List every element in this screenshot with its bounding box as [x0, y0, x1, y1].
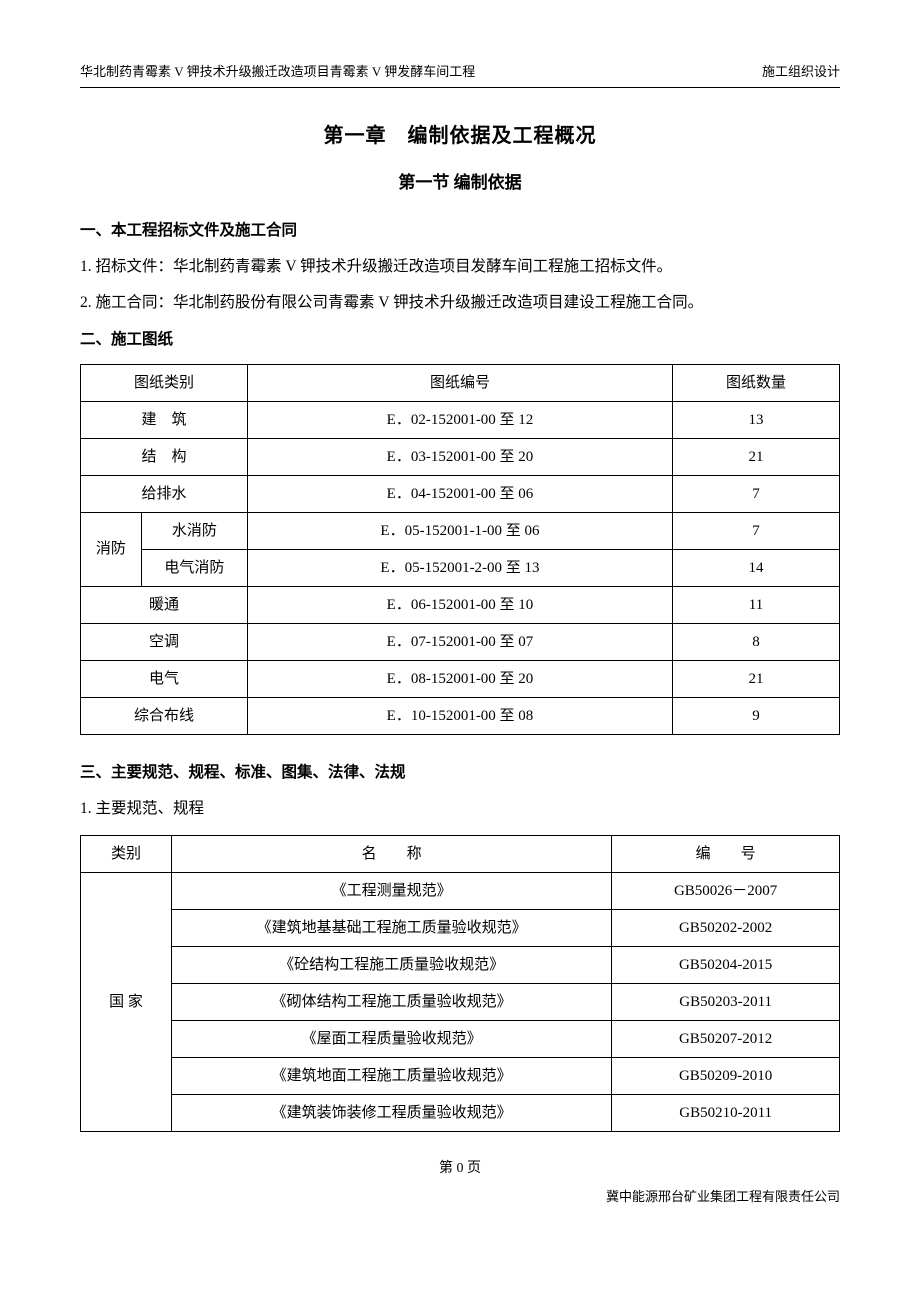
cell-category: 电气	[81, 660, 248, 697]
cell-category: 综合布线	[81, 697, 248, 734]
cell-name: 《建筑装饰装修工程质量验收规范》	[172, 1095, 612, 1132]
table-row: 建 筑 E．02-152001-00 至 12 13	[81, 401, 840, 438]
cell-name: 《建筑地面工程施工质量验收规范》	[172, 1058, 612, 1095]
cell-qty: 9	[673, 697, 840, 734]
cell-number: E．08-152001-00 至 20	[247, 660, 672, 697]
cell-code: GB50210-2011	[612, 1095, 840, 1132]
subheading-1: 一、本工程招标文件及施工合同	[80, 217, 840, 245]
th-category: 类别	[81, 836, 172, 873]
drawings-table: 图纸类别 图纸编号 图纸数量 建 筑 E．02-152001-00 至 12 1…	[80, 364, 840, 735]
cell-code: GB50204-2015	[612, 947, 840, 984]
table-row: 综合布线 E．10-152001-00 至 08 9	[81, 697, 840, 734]
table-row: 结 构 E．03-152001-00 至 20 21	[81, 438, 840, 475]
header-right-text: 施工组织设计	[762, 60, 840, 83]
cell-number: E．10-152001-00 至 08	[247, 697, 672, 734]
table-row: 电气 E．08-152001-00 至 20 21	[81, 660, 840, 697]
cell-name: 《工程测量规范》	[172, 873, 612, 910]
cell-name: 《砼结构工程施工质量验收规范》	[172, 947, 612, 984]
standards-table: 类别 名 称 编 号 国 家 《工程测量规范》 GB50026－2007 《建筑…	[80, 835, 840, 1132]
table-row: 《建筑地面工程施工质量验收规范》 GB50209-2010	[81, 1058, 840, 1095]
para-1-2: 2. 施工合同：华北制药股份有限公司青霉素 V 钾技术升级搬迁改造项目建设工程施…	[80, 287, 840, 320]
footer-page-number: 第 0 页	[80, 1156, 840, 1181]
cell-code: GB50209-2010	[612, 1058, 840, 1095]
table-header-row: 类别 名 称 编 号	[81, 836, 840, 873]
cell-name: 《屋面工程质量验收规范》	[172, 1021, 612, 1058]
cell-number: E．02-152001-00 至 12	[247, 401, 672, 438]
table-row: 消防 水消防 E．05-152001-1-00 至 06 7	[81, 512, 840, 549]
cell-category-group: 国 家	[81, 873, 172, 1132]
cell-category: 暖通	[81, 586, 248, 623]
page-header: 华北制药青霉素 V 钾技术升级搬迁改造项目青霉素 V 钾发酵车间工程 施工组织设…	[80, 60, 840, 88]
cell-code: GB50203-2011	[612, 984, 840, 1021]
para-3-1: 1. 主要规范、规程	[80, 793, 840, 826]
cell-category: 空调	[81, 623, 248, 660]
section-title: 第一节 编制依据	[80, 168, 840, 199]
th-number: 图纸编号	[247, 364, 672, 401]
cell-name: 《建筑地基基础工程施工质量验收规范》	[172, 910, 612, 947]
cell-qty: 7	[673, 512, 840, 549]
table-row: 空调 E．07-152001-00 至 07 8	[81, 623, 840, 660]
table-row: 暖通 E．06-152001-00 至 10 11	[81, 586, 840, 623]
table-row: 国 家 《工程测量规范》 GB50026－2007	[81, 873, 840, 910]
cell-qty: 8	[673, 623, 840, 660]
para-1-1: 1. 招标文件：华北制药青霉素 V 钾技术升级搬迁改造项目发酵车间工程施工招标文…	[80, 251, 840, 284]
table-row: 电气消防 E．05-152001-2-00 至 13 14	[81, 549, 840, 586]
cell-subcategory: 水消防	[141, 512, 247, 549]
table-row: 《砼结构工程施工质量验收规范》 GB50204-2015	[81, 947, 840, 984]
table-row: 《屋面工程质量验收规范》 GB50207-2012	[81, 1021, 840, 1058]
subheading-3: 三、主要规范、规程、标准、图集、法律、法规	[80, 759, 840, 787]
cell-category: 结 构	[81, 438, 248, 475]
cell-qty: 7	[673, 475, 840, 512]
cell-category-group: 消防	[81, 512, 142, 586]
subheading-2: 二、施工图纸	[80, 326, 840, 354]
cell-code: GB50207-2012	[612, 1021, 840, 1058]
cell-number: E．05-152001-1-00 至 06	[247, 512, 672, 549]
cell-code: GB50202-2002	[612, 910, 840, 947]
cell-category: 给排水	[81, 475, 248, 512]
cell-code: GB50026－2007	[612, 873, 840, 910]
th-category: 图纸类别	[81, 364, 248, 401]
cell-number: E．03-152001-00 至 20	[247, 438, 672, 475]
header-left-text: 华北制药青霉素 V 钾技术升级搬迁改造项目青霉素 V 钾发酵车间工程	[80, 60, 475, 83]
footer-company: 冀中能源邢台矿业集团工程有限责任公司	[80, 1185, 840, 1208]
th-name: 名 称	[172, 836, 612, 873]
cell-number: E．04-152001-00 至 06	[247, 475, 672, 512]
cell-number: E．07-152001-00 至 07	[247, 623, 672, 660]
cell-qty: 21	[673, 660, 840, 697]
cell-number: E．06-152001-00 至 10	[247, 586, 672, 623]
table-row: 《砌体结构工程施工质量验收规范》 GB50203-2011	[81, 984, 840, 1021]
cell-subcategory: 电气消防	[141, 549, 247, 586]
cell-category: 建 筑	[81, 401, 248, 438]
th-code: 编 号	[612, 836, 840, 873]
cell-qty: 21	[673, 438, 840, 475]
table-row: 给排水 E．04-152001-00 至 06 7	[81, 475, 840, 512]
chapter-title: 第一章 编制依据及工程概况	[80, 118, 840, 154]
table-row: 《建筑地基基础工程施工质量验收规范》 GB50202-2002	[81, 910, 840, 947]
table-row: 《建筑装饰装修工程质量验收规范》 GB50210-2011	[81, 1095, 840, 1132]
cell-qty: 11	[673, 586, 840, 623]
cell-qty: 13	[673, 401, 840, 438]
cell-name: 《砌体结构工程施工质量验收规范》	[172, 984, 612, 1021]
cell-number: E．05-152001-2-00 至 13	[247, 549, 672, 586]
cell-qty: 14	[673, 549, 840, 586]
th-quantity: 图纸数量	[673, 364, 840, 401]
table-header-row: 图纸类别 图纸编号 图纸数量	[81, 364, 840, 401]
